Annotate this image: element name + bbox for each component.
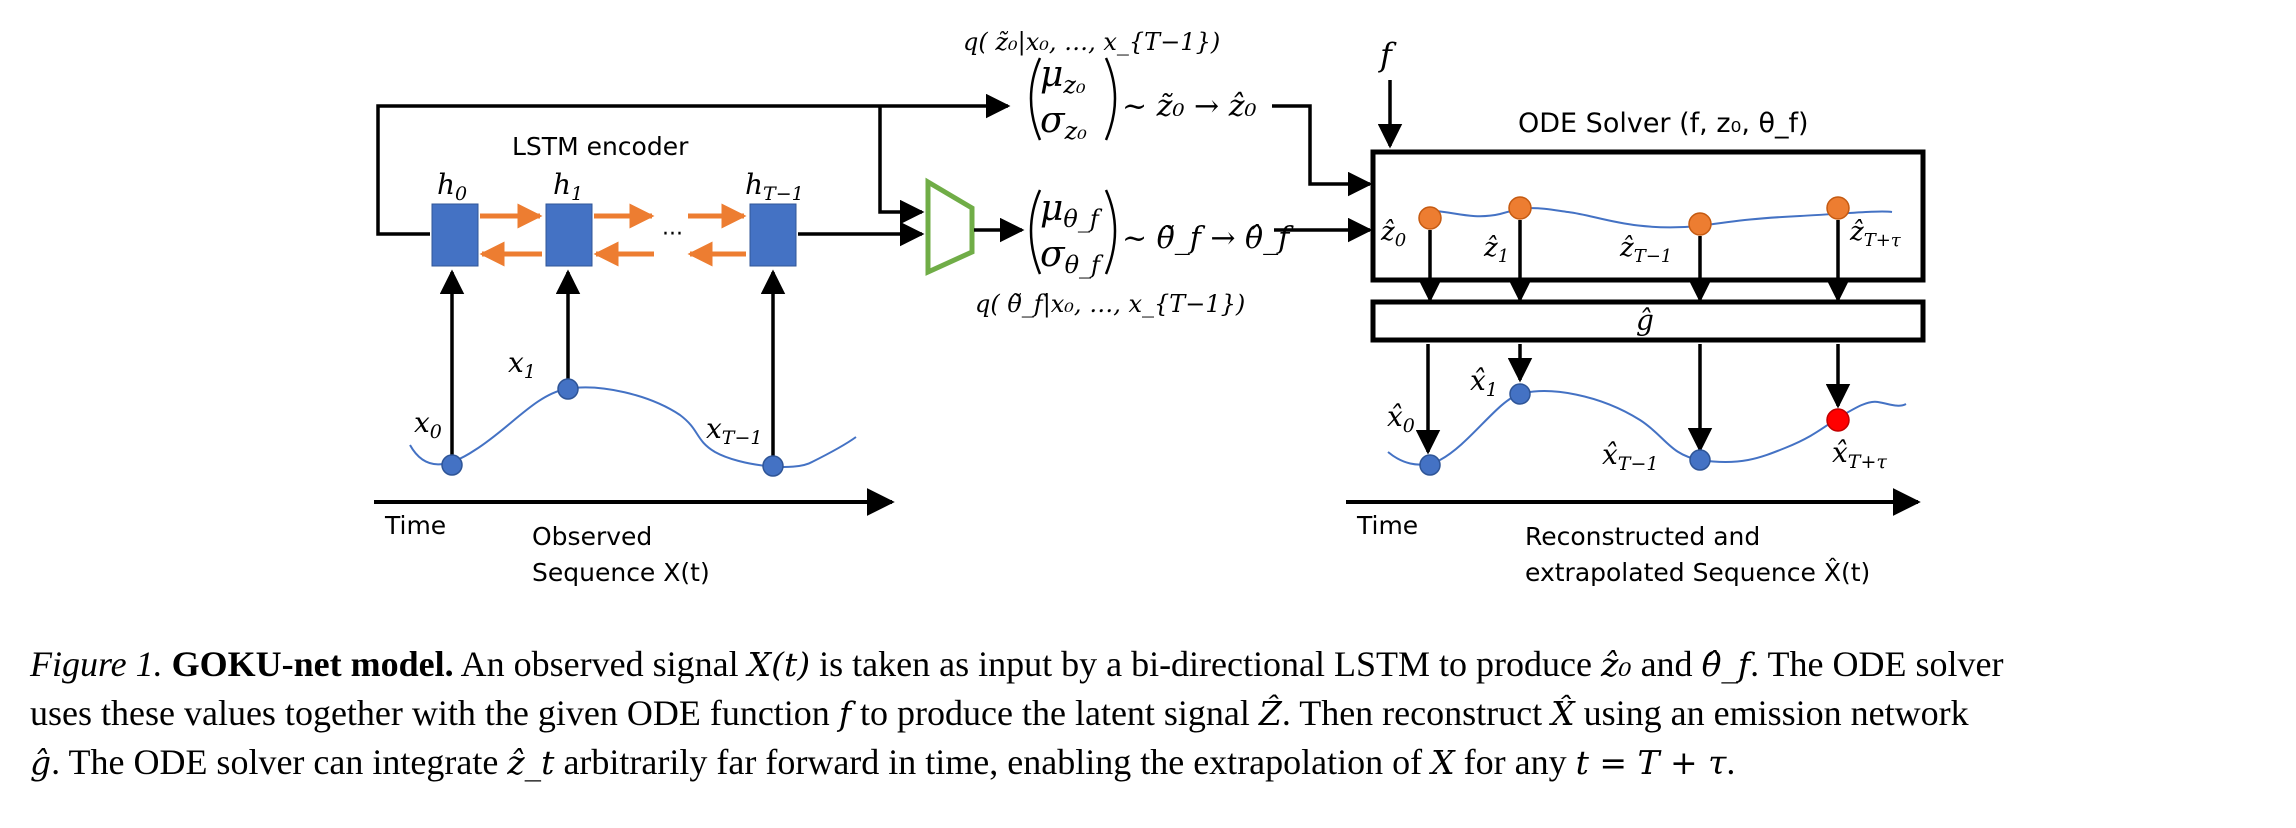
lstm-encoder-title: LSTM encoder: [512, 132, 689, 161]
observed-caption-line2: Sequence X(t): [532, 558, 710, 587]
bidirectional-arrows: [479, 203, 747, 267]
latent-point-3: [1826, 196, 1850, 220]
sigma-z0: σz₀: [1040, 100, 1087, 145]
observed-point-0: [441, 454, 463, 476]
caption-line-2: uses these values together with the give…: [30, 693, 1969, 733]
ode-solver-title: ODE Solver (f, z₀, θ_f): [1518, 108, 1809, 139]
recon-caption-line2: extrapolated Sequence X̂(t): [1525, 558, 1870, 587]
observed-signal-curve: [409, 386, 857, 468]
obs-label-0: x0: [414, 406, 442, 443]
recon-caption-line1: Reconstructed and: [1525, 522, 1760, 551]
input-arrows: [439, 269, 786, 458]
lstm-cell-1: [545, 203, 593, 267]
latent-point-2: [1688, 212, 1712, 236]
caption-line-1: Figure 1. GOKU-net model. An observed si…: [30, 644, 2004, 684]
emission-to-output-arrows: [1415, 344, 1851, 455]
extrapolated-point: [1826, 408, 1850, 432]
obs-label-1: x1: [508, 346, 536, 383]
observed-point-1: [557, 378, 579, 400]
posterior-theta-label: q( θ̃_f|x₀, …, x_{T−1}): [975, 290, 1245, 319]
hidden-state-label-0: h0: [437, 168, 467, 205]
hidden-state-label-2: hT−1: [745, 168, 804, 205]
recon-point-0: [1419, 454, 1441, 476]
sample-z0: ~ z̃₀ → ẑ₀: [1122, 89, 1257, 124]
mu-theta: μθ_f: [1040, 188, 1103, 233]
caption-line-3: ĝ. The ODE solver can integrate ẑ_t arbi…: [30, 742, 1736, 782]
paren-left-z0: [1029, 57, 1042, 141]
mu-z0: μz₀: [1040, 54, 1086, 99]
observed-caption-line1: Observed: [532, 522, 652, 551]
figure-number: Figure 1.: [30, 644, 163, 684]
latent-to-emission-arrows: [1417, 220, 1851, 303]
recon-label-3: x̂T+τ: [1832, 436, 1887, 473]
emission-network-label: ĝ: [1636, 304, 1654, 337]
reconstructed-curve: [1387, 390, 1907, 466]
recon-label-0: x̂0: [1387, 400, 1415, 437]
paren-left-theta: [1029, 189, 1042, 275]
recon-point-1: [1509, 383, 1531, 405]
latent-curve: [1421, 207, 1893, 229]
paren-right-z0: [1104, 57, 1117, 141]
hidden-state-label-1: h1: [553, 168, 583, 205]
ode-solver-box: [1370, 149, 1926, 283]
ode-input-connections: [1272, 80, 1403, 243]
paren-right-theta: [1104, 189, 1117, 275]
lstm-cell-2: [749, 203, 797, 267]
latent-point-1: [1508, 196, 1532, 220]
emission-network-box: [1370, 299, 1926, 343]
latent-label-3: ẑT+τ: [1849, 217, 1902, 251]
latent-label-2: ẑT−1: [1619, 233, 1672, 267]
recon-label-2: x̂T−1: [1602, 438, 1658, 475]
encoder-connections: [376, 93, 1011, 247]
latent-point-0: [1418, 206, 1442, 230]
time-label-right: Time: [1356, 511, 1418, 540]
ellipsis: ···: [662, 222, 683, 247]
ode-function-f: f: [1378, 36, 1397, 74]
goku-net-diagram: LSTM encoder h0 h1 hT−1 ··· x0 x1 xT−1 T…: [374, 28, 1926, 587]
recon-point-2: [1689, 449, 1711, 471]
caption-title: GOKU-net model.: [171, 644, 454, 684]
latent-label-0: ẑ0: [1380, 217, 1406, 251]
obs-label-2: xT−1: [706, 412, 762, 449]
sample-theta: ~ θ̃_f → θ̂_f: [1122, 221, 1294, 256]
lstm-cell-0: [431, 203, 479, 267]
decoder-trapezoid: [925, 177, 975, 276]
observed-point-2: [762, 455, 784, 477]
sigma-theta: σθ_f: [1040, 234, 1104, 279]
posterior-z0-label: q( z̃₀|x₀, …, x_{T−1}): [963, 28, 1220, 57]
recon-label-1: x̂1: [1470, 364, 1498, 401]
latent-label-1: ẑ1: [1483, 233, 1509, 267]
time-label-left: Time: [384, 511, 446, 540]
figure-caption: Figure 1. GOKU-net model. An observed si…: [30, 640, 2270, 787]
